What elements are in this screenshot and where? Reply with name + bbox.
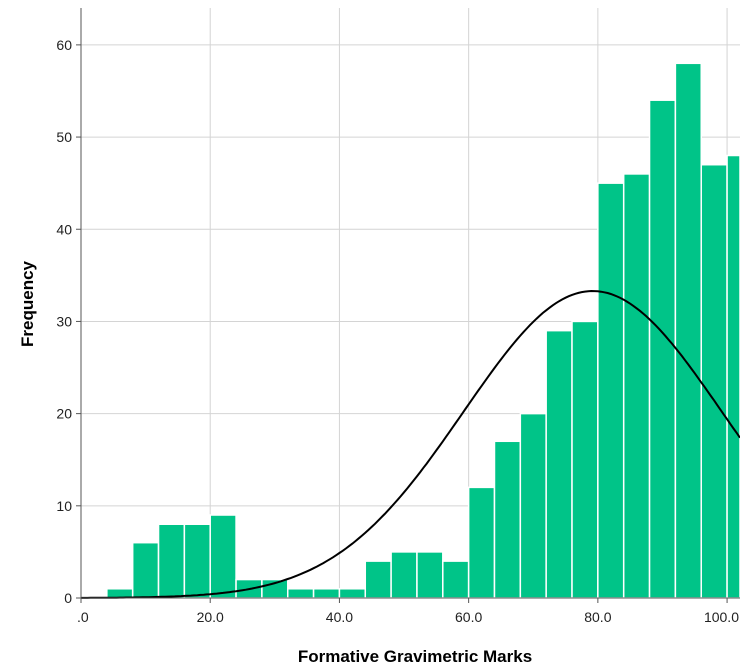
x-axis-title: Formative Gravimetric Marks [298,647,532,666]
histogram-bar [571,320,599,599]
histogram-bar [726,154,740,599]
histogram-bar [467,486,496,599]
y-tick-label: 30 [56,313,72,329]
normal-curve [81,289,740,599]
histogram-bar [312,588,341,599]
histogram-bar [519,412,547,599]
y-tick-label: 40 [56,221,72,237]
histogram-bar [131,541,160,599]
axes [80,8,740,599]
histogram-bar [157,523,186,599]
histogram-bar [700,163,728,599]
y-tick-label: 10 [56,498,72,514]
y-tick-label: 60 [56,37,72,53]
histogram-bar [442,560,470,599]
histogram-bar [286,588,315,599]
histogram-bar [597,182,625,599]
histogram-bar [648,99,677,599]
x-tick-label: 80.0 [584,609,611,625]
y-axis-title: Frequency [18,260,37,347]
histogram-bar [622,173,651,599]
histogram-bar [493,440,522,599]
histogram-bar [364,560,392,599]
histogram-bars [106,62,740,599]
normal-curve-layer [81,289,740,599]
x-tick-label: 40.0 [326,609,353,625]
y-tick-label: 20 [56,406,72,422]
x-tick-label: .0 [77,609,89,625]
histogram-bar [209,514,237,599]
histogram-bar [183,523,211,599]
histogram-bar [545,329,573,599]
tick-labels: .0 20.0 40.0 60.0 80.0 100.0 0 10 20 30 40 50 60 [56,37,739,625]
histogram-bar [338,588,367,599]
x-tick-label: 60.0 [455,609,482,625]
x-tick-label: 20.0 [197,609,224,625]
histogram-bar [416,551,444,599]
histogram-bar [674,62,702,599]
y-tick-label: 0 [64,590,72,606]
y-tick-label: 50 [56,129,72,145]
histogram-bar [390,551,418,599]
x-tick-label: 100.0 [704,609,739,625]
